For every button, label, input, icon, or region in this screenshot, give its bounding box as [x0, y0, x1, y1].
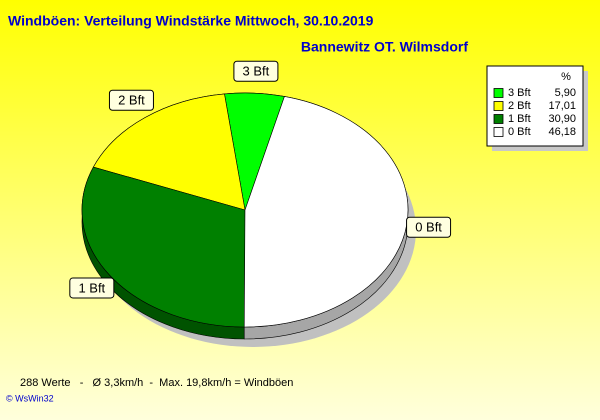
legend-label: 1 Bft — [508, 113, 531, 125]
legend-value: 17,01 — [548, 100, 576, 112]
legend-value: 46,18 — [548, 126, 576, 138]
slice-label: 0 Bft — [406, 216, 452, 238]
legend-swatch — [493, 101, 504, 111]
legend-swatch — [493, 88, 504, 98]
slice-label-text: 3 Bft — [243, 64, 270, 79]
label-box — [69, 277, 115, 299]
label-box — [233, 60, 279, 82]
slice-label: 2 Bft — [108, 89, 154, 111]
credit: © WsWin32 — [6, 393, 54, 403]
slice-label: 1 Bft — [69, 277, 115, 299]
legend-value: 30,90 — [548, 113, 576, 125]
chart-subtitle: Bannewitz OT. Wilmsdorf — [301, 39, 468, 55]
slice-label-text: 2 Bft — [118, 93, 145, 108]
legend-label: 0 Bft — [508, 126, 531, 138]
legend-value: 5,90 — [555, 87, 576, 99]
chart-title: Windböen: Verteilung Windstärke Mittwoch… — [8, 13, 374, 29]
slice-label-text: 1 Bft — [78, 280, 105, 295]
legend-label: 3 Bft — [508, 87, 531, 99]
legend-swatch — [493, 127, 504, 137]
legend-swatch — [493, 114, 504, 124]
pie: 3 Bft 2 Bft 1 Bft 0 Bft — [69, 60, 452, 347]
footer: 288 Werte - Ø 3,3km/h - Max. 19,8km/h = … — [20, 377, 293, 389]
label-box — [406, 216, 452, 238]
legend-label: 2 Bft — [508, 100, 531, 112]
label-box — [108, 89, 154, 111]
legend: 3 Bft 5,90 2 Bft 17,01 1 Bft 30,90 0 Bft 46,18 — [493, 87, 576, 138]
slice-label: 3 Bft — [233, 60, 279, 82]
slice-label-text: 0 Bft — [415, 220, 442, 235]
pie-slice — [92, 93, 246, 211]
legend-title: % — [561, 71, 571, 83]
pie-slice — [81, 166, 246, 328]
